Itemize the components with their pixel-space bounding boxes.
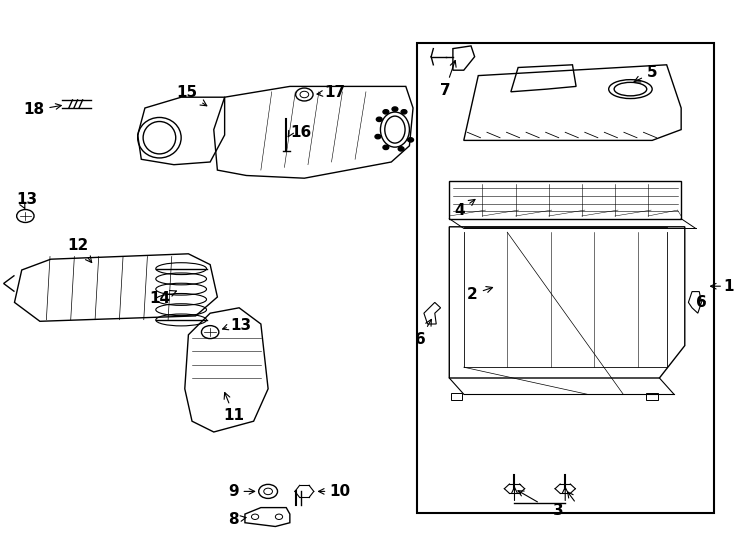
Bar: [647, 393, 658, 400]
Text: 12: 12: [68, 238, 92, 262]
Text: 18: 18: [23, 102, 45, 117]
Text: 3: 3: [553, 503, 563, 518]
Circle shape: [383, 145, 389, 150]
Circle shape: [407, 138, 413, 142]
Bar: [449, 181, 681, 219]
Text: 10: 10: [330, 484, 351, 499]
Circle shape: [383, 110, 389, 114]
Text: 8: 8: [228, 512, 239, 527]
Text: 16: 16: [290, 125, 311, 140]
Text: 17: 17: [324, 85, 346, 100]
Circle shape: [375, 134, 381, 139]
Circle shape: [377, 117, 382, 122]
Text: 11: 11: [224, 393, 244, 423]
Text: 2: 2: [467, 287, 493, 302]
Text: 14: 14: [149, 291, 176, 306]
Text: 4: 4: [454, 199, 475, 218]
Text: 6: 6: [415, 319, 432, 347]
Text: 9: 9: [228, 484, 239, 499]
Text: 15: 15: [176, 85, 207, 106]
Text: 13: 13: [230, 318, 252, 333]
Bar: [451, 393, 462, 400]
Circle shape: [399, 147, 404, 151]
Circle shape: [392, 107, 398, 111]
Text: 6: 6: [696, 295, 707, 310]
Text: 1: 1: [723, 279, 734, 294]
Text: 5: 5: [634, 65, 658, 82]
Text: 7: 7: [440, 60, 456, 98]
Circle shape: [401, 110, 407, 114]
Text: 13: 13: [16, 192, 37, 207]
Bar: [417, 43, 713, 513]
